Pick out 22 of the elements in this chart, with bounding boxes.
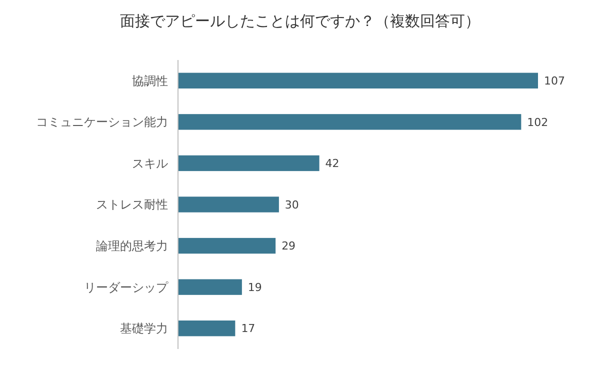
y-tick-label: 論理的思考力 — [96, 238, 168, 253]
y-tick-label: 協調性 — [132, 74, 168, 88]
bar — [178, 155, 320, 172]
data-label: 17 — [241, 322, 256, 336]
data-label: 42 — [325, 157, 340, 170]
y-tick-label: 基礎学力 — [120, 322, 168, 336]
y-tick-label: ストレス耐性 — [96, 198, 168, 212]
y-tick-label: リーダーシップ — [84, 280, 169, 294]
y-tick-label: コミュニケーション能力 — [36, 115, 168, 130]
data-label: 107 — [544, 74, 565, 88]
data-label: 19 — [248, 280, 262, 294]
bar — [178, 320, 236, 336]
bar — [178, 72, 538, 88]
data-label: 29 — [282, 240, 296, 253]
data-label: 30 — [284, 198, 299, 212]
bar — [178, 279, 242, 295]
bar — [178, 238, 276, 254]
data-label: 102 — [527, 116, 548, 129]
bar — [178, 196, 279, 212]
y-tick-label: スキル — [132, 156, 168, 170]
chart-title: 面接でアピールしたことは何ですか？（複数回答可） — [120, 12, 480, 30]
bar — [178, 114, 522, 130]
